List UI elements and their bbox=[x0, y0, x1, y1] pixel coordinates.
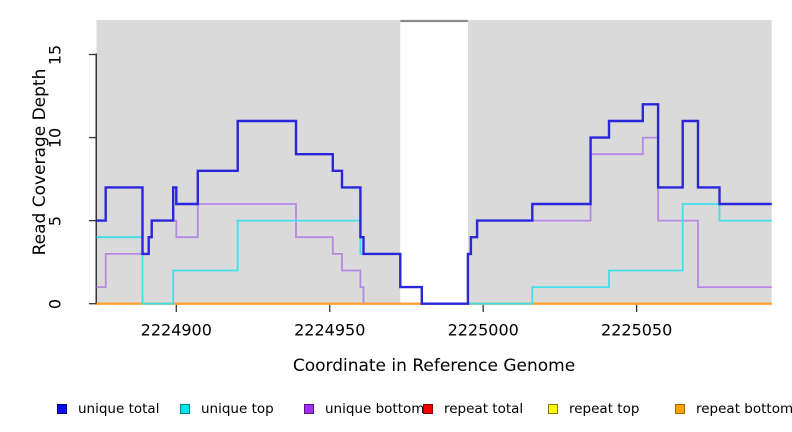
legend-item-repeat-top: repeat top bbox=[548, 401, 639, 417]
y-axis-title: Read Coverage Depth bbox=[30, 68, 50, 256]
legend-swatch-icon bbox=[57, 404, 67, 414]
y-tick-label: 15 bbox=[45, 44, 65, 65]
x-tick-label: 2225000 bbox=[447, 320, 519, 340]
legend-item-unique-bottom: unique bottom bbox=[304, 401, 424, 417]
legend-label: unique total bbox=[78, 401, 160, 417]
legend-item-repeat-bottom: repeat bottom bbox=[675, 401, 792, 417]
panel-shaded-region bbox=[467, 20, 772, 304]
x-axis-title: Coordinate in Reference Genome bbox=[292, 356, 576, 376]
x-tick-label: 2225050 bbox=[601, 320, 673, 340]
legend-label: repeat bottom bbox=[696, 401, 792, 417]
legend-item-unique-total: unique total bbox=[57, 401, 159, 417]
legend-label: unique bottom bbox=[325, 401, 425, 417]
legend-swatch-icon bbox=[675, 404, 685, 414]
panel-shaded-region bbox=[96, 20, 401, 304]
legend-label: repeat total bbox=[444, 401, 524, 417]
legend-swatch-icon bbox=[304, 404, 314, 414]
x-tick-label: 2224900 bbox=[140, 320, 212, 340]
x-tick-label: 2224950 bbox=[294, 320, 366, 340]
masked-gap-region bbox=[400, 20, 468, 304]
legend-swatch-icon bbox=[180, 404, 190, 414]
legend-swatch-icon bbox=[423, 404, 433, 414]
legend-swatch-icon bbox=[548, 404, 558, 414]
legend-item-unique-top: unique top bbox=[180, 401, 274, 417]
series-unique-total bbox=[96, 103, 772, 305]
legend-item-repeat-total: repeat total bbox=[423, 401, 523, 417]
legend-label: unique top bbox=[201, 401, 274, 417]
legend-label: repeat top bbox=[569, 401, 640, 417]
y-tick-label: 0 bbox=[45, 298, 65, 309]
